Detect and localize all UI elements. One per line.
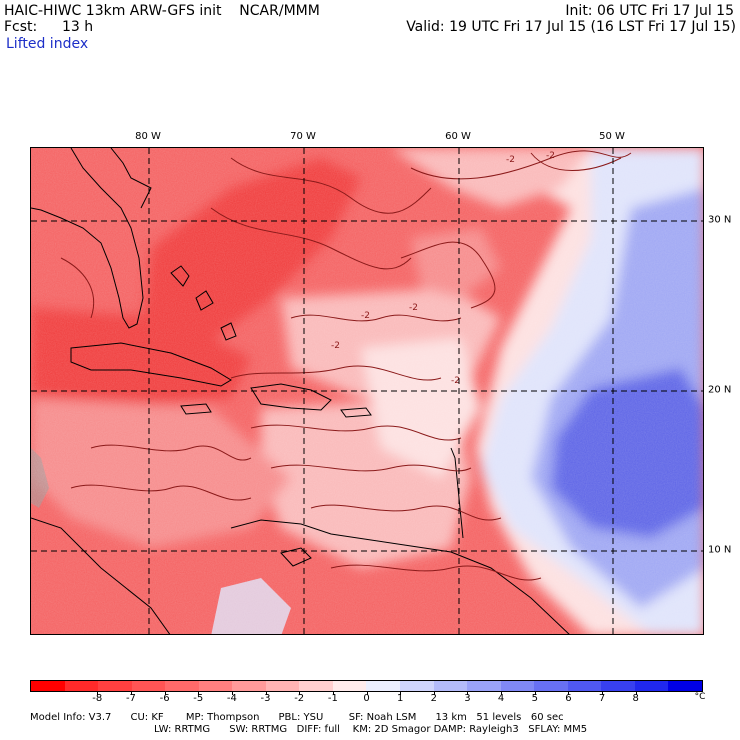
- colorbar-unit: °C: [694, 692, 706, 702]
- colorbar-tick-label: 1: [396, 693, 404, 704]
- colorbar-tick-mark: [231, 692, 233, 695]
- lon-label-60w: 60 W: [445, 131, 471, 142]
- colorbar-swatch: [265, 681, 300, 691]
- colorbar-tick-mark: [568, 692, 570, 695]
- colorbar-tick-label: 4: [497, 693, 505, 704]
- colorbar-tick-label: -1: [327, 693, 338, 704]
- contour-label: -2: [546, 151, 555, 161]
- colorbar-tick-mark: [635, 692, 637, 695]
- contour-label: -2: [506, 155, 515, 165]
- colorbar-tick-label: -3: [260, 693, 271, 704]
- valid-time: Valid: 19 UTC Fri 17 Jul 15 (16 LST Fri …: [406, 19, 736, 35]
- colorbar-swatch: [131, 681, 166, 691]
- colorbar-tick-label: -8: [92, 693, 103, 704]
- colorbar-swatch: [534, 681, 568, 691]
- colorbar-tick-mark: [366, 692, 368, 695]
- colorbar: [30, 680, 703, 692]
- colorbar-tick-label: 6: [565, 693, 572, 704]
- colorbar-tick-mark: [265, 692, 267, 695]
- colorbar-swatch: [366, 681, 401, 691]
- colorbar-tick-label: -7: [125, 693, 136, 704]
- contour-label: -2: [361, 311, 370, 321]
- lon-label-70w: 70 W: [290, 131, 316, 142]
- colorbar-tick-label: 0: [363, 693, 370, 704]
- colorbar-tick-label: -4: [226, 693, 237, 704]
- model-title: HAIC-HIWC 13km ARW-GFS init NCAR/MMM: [4, 3, 320, 19]
- colorbar-tick-mark: [332, 692, 334, 695]
- lon-label-80w: 80 W: [135, 131, 161, 142]
- colorbar-tick-label: 3: [464, 693, 471, 704]
- contour-labels: -2 -2 -2 -2 -2 -2: [331, 151, 555, 386]
- forecast-label: Fcst:: [4, 19, 38, 35]
- colorbar-tick-label: 2: [430, 693, 437, 704]
- colorbar-tick-label: 5: [531, 693, 538, 704]
- lat-label-20n: 20 N: [708, 384, 732, 396]
- colorbar-swatch: [198, 681, 233, 691]
- contours: [60, 150, 632, 581]
- coastlines: [31, 148, 570, 634]
- colorbar-swatch: [500, 681, 535, 691]
- init-time: Init: 06 UTC Fri 17 Jul 15: [565, 3, 734, 19]
- model-info-line-2: LW: RRTMG SW: RRTMG DIFF: full KM: 2D Sm…: [154, 724, 588, 735]
- lifted-index-map: -2 -2 -2 -2 -2 -2: [30, 147, 704, 635]
- colorbar-swatch: [299, 681, 333, 691]
- colorbar-tick-mark: [198, 692, 200, 695]
- forecast-hour: 13 h: [62, 19, 94, 35]
- contour-label: -2: [409, 303, 418, 313]
- field-name: Lifted index: [6, 36, 89, 52]
- colorbar-swatch: [332, 681, 367, 691]
- colorbar-tick-mark: [501, 692, 503, 695]
- lat-lon-grid: [31, 148, 703, 634]
- lon-label-50w: 50 W: [599, 131, 625, 142]
- colorbar-swatch: [64, 681, 99, 691]
- colorbar-tick-mark: [400, 692, 402, 695]
- colorbar-swatch: [467, 681, 501, 691]
- colorbar-tick-mark: [164, 692, 166, 695]
- contour-label: -2: [331, 341, 340, 351]
- colorbar-swatch: [98, 681, 132, 691]
- colorbar-tick-mark: [602, 692, 604, 695]
- lat-label-30n: 30 N: [708, 214, 732, 226]
- colorbar-tick-mark: [299, 692, 301, 695]
- colorbar-swatch: [232, 681, 266, 691]
- lat-label-10n: 10 N: [708, 544, 732, 556]
- colorbar-swatch: [31, 681, 65, 691]
- colorbar-tick-mark: [130, 692, 132, 695]
- colorbar-swatch: [567, 681, 602, 691]
- colorbar-tick-mark: [97, 692, 99, 695]
- colorbar-tick-mark: [534, 692, 536, 695]
- colorbar-swatch: [668, 681, 702, 691]
- contour-label: -2: [451, 376, 460, 386]
- colorbar-tick-label: 7: [598, 693, 606, 704]
- colorbar-tick-mark: [467, 692, 469, 695]
- colorbar-tick-label: -5: [193, 693, 204, 704]
- colorbar-tick-label: -6: [159, 693, 170, 704]
- model-info-line-1: Model Info: V3.7 CU: KF MP: Thompson PBL…: [30, 712, 564, 723]
- colorbar-tick-mark: [433, 692, 435, 695]
- colorbar-swatch: [400, 681, 434, 691]
- colorbar-tick-label: -2: [294, 693, 305, 704]
- colorbar-swatch: [433, 681, 468, 691]
- colorbar-swatch: [601, 681, 635, 691]
- colorbar-swatch: [634, 681, 669, 691]
- colorbar-swatch: [165, 681, 199, 691]
- colorbar-tick-label: 8: [632, 693, 639, 704]
